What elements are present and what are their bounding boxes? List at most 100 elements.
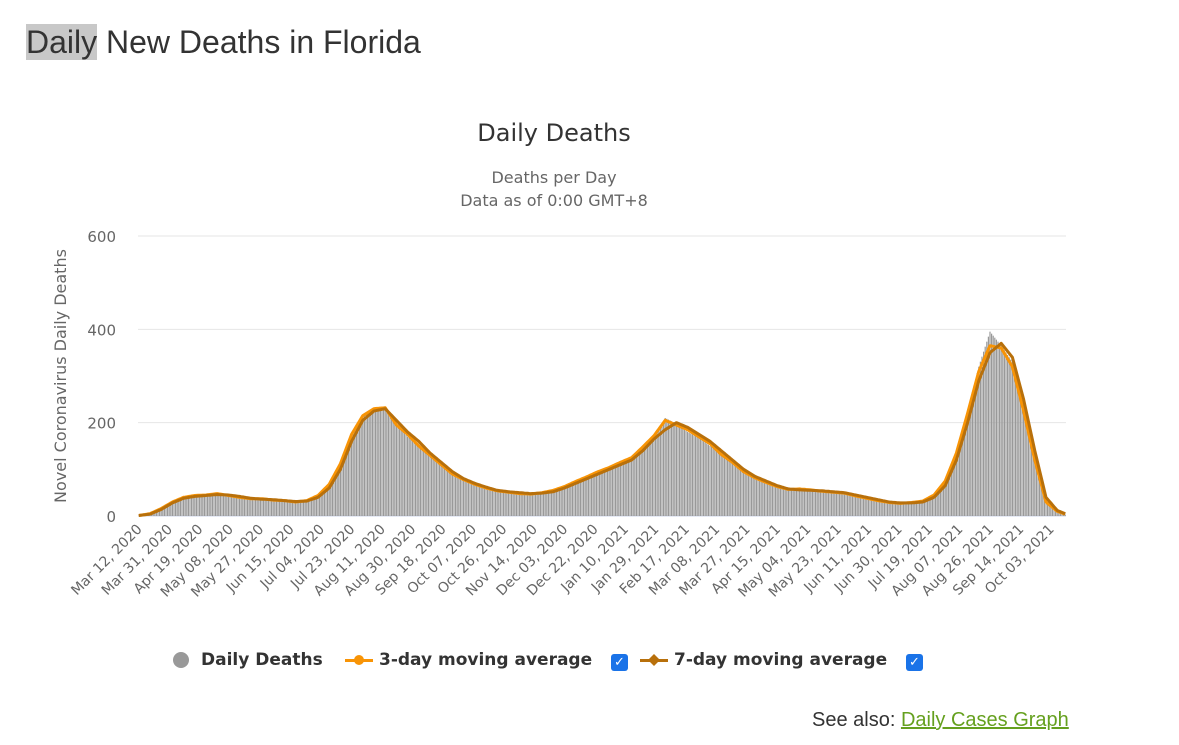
daily-deaths-bar [213, 493, 215, 516]
daily-deaths-bar [386, 408, 388, 516]
daily-deaths-bar [803, 488, 805, 516]
daily-deaths-bar [683, 429, 685, 516]
daily-deaths-bar [331, 479, 333, 516]
daily-deaths-bar [979, 361, 981, 516]
daily-deaths-bar [231, 495, 233, 516]
daily-deaths-bar [925, 499, 927, 516]
daily-deaths-bar [672, 422, 674, 516]
daily-deaths-bar [858, 497, 860, 516]
daily-deaths-bar [573, 483, 575, 516]
daily-deaths-bar [296, 501, 298, 516]
daily-deaths-bar [429, 456, 431, 516]
legend-item-3day[interactable]: 3-day moving average [345, 648, 592, 672]
daily-deaths-bar [839, 493, 841, 516]
daily-deaths-bar [887, 502, 889, 516]
daily-deaths-bar [323, 490, 325, 516]
daily-deaths-bar [243, 498, 245, 516]
daily-deaths-bar [411, 439, 413, 516]
daily-deaths-bar [447, 469, 449, 516]
daily-deaths-bar [469, 482, 471, 516]
daily-deaths-bar [1064, 514, 1066, 516]
daily-deaths-bar [335, 473, 337, 516]
daily-deaths-bar [528, 493, 530, 516]
daily-deaths-bar [349, 440, 351, 516]
daily-deaths-bar [191, 495, 193, 516]
y-tick-label: 200 [87, 415, 116, 433]
daily-deaths-bar [351, 436, 353, 516]
daily-deaths-bar [783, 488, 785, 516]
daily-deaths-bar [661, 423, 663, 516]
avg7-toggle-checkbox[interactable]: ✓ [906, 654, 923, 671]
daily-deaths-bar [234, 496, 236, 516]
daily-deaths-bar [741, 470, 743, 516]
daily-deaths-bar [531, 493, 533, 516]
daily-deaths-bar [895, 503, 897, 516]
daily-deaths-bar [984, 346, 986, 516]
daily-deaths-bar [170, 503, 172, 516]
daily-deaths-bar [1021, 402, 1023, 516]
daily-deaths-bar [763, 482, 765, 516]
daily-deaths-bar [421, 447, 423, 516]
daily-deaths-bar [189, 496, 191, 516]
daily-deaths-bar [303, 501, 305, 516]
daily-deaths-bar [157, 510, 159, 516]
daily-deaths-bar [395, 422, 397, 516]
daily-deaths-bar [495, 489, 497, 516]
daily-deaths-bar [267, 499, 269, 516]
daily-deaths-bar [576, 481, 578, 516]
daily-deaths-bar [312, 498, 314, 516]
daily-deaths-bar [376, 408, 378, 516]
daily-deaths-bar [288, 500, 290, 516]
daily-deaths-bar [387, 411, 389, 516]
daily-deaths-bar [179, 498, 181, 516]
daily-deaths-bar [701, 440, 703, 516]
daily-deaths-bar [749, 474, 751, 516]
daily-deaths-bar [493, 489, 495, 516]
daily-cases-graph-link[interactable]: Daily Cases Graph [900, 709, 1069, 731]
daily-deaths-bar [754, 476, 756, 516]
daily-deaths-bar [973, 385, 975, 516]
daily-deaths-bar [962, 428, 964, 516]
legend-item-daily-deaths[interactable]: Daily Deaths [173, 648, 323, 672]
daily-deaths-bar [967, 411, 969, 516]
chart-subtitle-line1: Deaths per Day [491, 168, 616, 187]
daily-deaths-bar [899, 503, 901, 516]
daily-deaths-bar [203, 495, 205, 516]
daily-deaths-bar [282, 500, 284, 516]
daily-deaths-bar [594, 474, 596, 516]
daily-deaths-bar [1058, 511, 1060, 516]
daily-deaths-bar [418, 443, 420, 516]
daily-deaths-bar [943, 484, 945, 516]
page-title-highlight: Daily [26, 24, 98, 60]
daily-deaths-bar [533, 493, 535, 516]
daily-deaths-bar [739, 468, 741, 516]
daily-deaths-bar [651, 438, 653, 516]
daily-deaths-bar [626, 459, 628, 516]
daily-deaths-bar [176, 500, 178, 516]
daily-deaths-bar [952, 459, 954, 516]
avg3-toggle-checkbox[interactable]: ✓ [611, 654, 628, 671]
daily-deaths-bar [330, 482, 332, 516]
daily-deaths-bar [506, 492, 508, 516]
daily-deaths-bar [930, 496, 932, 516]
daily-deaths-bar [570, 484, 572, 516]
daily-deaths-bar [935, 493, 937, 516]
legend-item-7day[interactable]: 7-day moving average [640, 648, 887, 672]
daily-deaths-bar [435, 460, 437, 516]
daily-deaths-bar [762, 481, 764, 516]
daily-deaths-bar [1010, 359, 1012, 516]
daily-deaths-bar [643, 446, 645, 516]
daily-deaths-bar [1007, 355, 1009, 516]
daily-deaths-bar [354, 430, 356, 516]
daily-deaths-bar [757, 478, 759, 516]
daily-deaths-bar [437, 461, 439, 516]
daily-deaths-bar [775, 486, 777, 516]
daily-deaths-bar [440, 463, 442, 516]
daily-deaths-bar [927, 498, 929, 516]
daily-deaths-bar [501, 491, 503, 516]
daily-deaths-bar [731, 460, 733, 516]
daily-deaths-bar [859, 497, 861, 516]
legend-label-3day: 3-day moving average [379, 650, 593, 670]
orange-line-marker-icon [345, 653, 373, 667]
daily-deaths-bar [743, 471, 745, 516]
